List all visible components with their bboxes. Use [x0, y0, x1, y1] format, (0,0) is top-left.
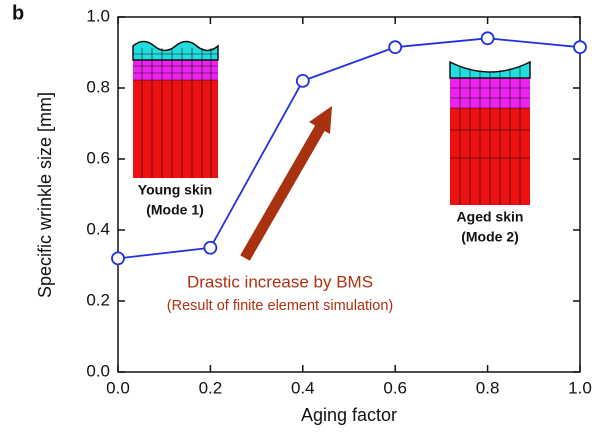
y-axis-label: Specific wrinkle size [mm]	[35, 92, 55, 298]
y-tick-label: 0.6	[86, 148, 110, 167]
x-tick-label: 0.0	[106, 378, 130, 397]
y-tick-label: 0.4	[86, 219, 110, 238]
young-skin-inset	[132, 40, 219, 178]
inset-label: (Mode 1)	[146, 202, 204, 218]
aged-skin-inset	[449, 60, 531, 205]
trend-arrow	[240, 106, 332, 261]
inset-label: (Mode 2)	[461, 229, 519, 245]
x-tick-label: 0.6	[383, 378, 407, 397]
annotation: Drastic increase by BMS	[187, 272, 373, 291]
data-point	[388, 40, 403, 55]
y-tick-label: 1.0	[86, 6, 110, 25]
series-line	[117, 37, 581, 260]
x-tick-label: 0.2	[199, 378, 223, 397]
y-tick-label: 0.8	[86, 77, 110, 96]
data-point	[203, 240, 218, 255]
x-tick-label: 1.0	[568, 378, 592, 397]
panel-label: b	[12, 2, 24, 24]
y-tick-label: 0.2	[86, 290, 110, 309]
inset-label: Young skin	[138, 182, 212, 198]
inset-label: Aged skin	[457, 209, 524, 225]
x-tick-label: 0.8	[476, 378, 500, 397]
y-tick-label: 0.0	[86, 361, 110, 380]
data-point	[573, 40, 587, 55]
x-axis-label: Aging factor	[301, 405, 397, 425]
x-tick-label: 0.4	[291, 378, 315, 397]
plot-frame	[117, 16, 581, 373]
annotation: (Result of finite element simulation)	[167, 298, 393, 314]
data-point	[480, 31, 495, 46]
data-point	[295, 74, 310, 88]
data-point	[111, 251, 125, 266]
